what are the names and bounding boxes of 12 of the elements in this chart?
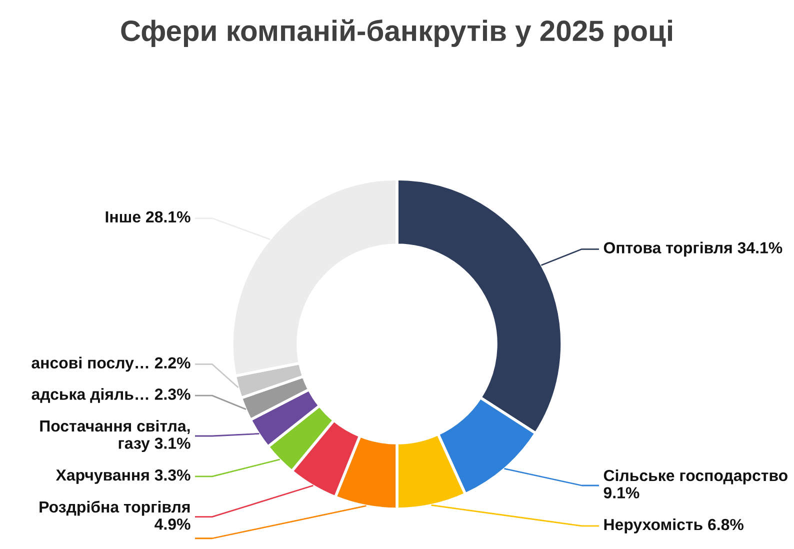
slice-label: Оптова торгівля 34.1% bbox=[604, 242, 782, 257]
chart-title: Сфери компаній-банкрутів у 2025 році bbox=[121, 19, 672, 47]
data-label: 9.1% bbox=[604, 487, 640, 498]
slice-label: адська діяль… 2.3% bbox=[32, 388, 190, 403]
data-label: 4.9% bbox=[154, 518, 190, 530]
slice-label: Роздрібна торгівля bbox=[40, 500, 190, 516]
slice-label: ансові послу… 2.2% bbox=[32, 356, 190, 372]
slice-label: Сільське господарство bbox=[604, 469, 788, 484]
slice-label: Інше 28.1% bbox=[106, 211, 190, 223]
slice-label: Постачання світла, газу 3.1% bbox=[40, 420, 190, 452]
slice-label: Харчування 3.3% bbox=[56, 469, 190, 484]
slice-label: Нерухомість 6.8% bbox=[604, 518, 744, 534]
